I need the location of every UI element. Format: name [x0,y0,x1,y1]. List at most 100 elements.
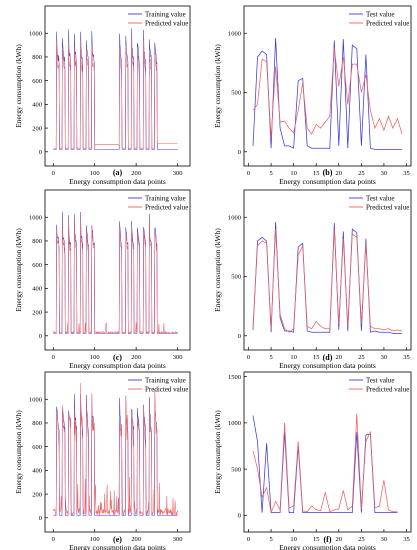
plot-frame [44,189,191,351]
chart-panel-1: 0 5 10 15 20 25 30 35 0 500 1000 Energy consumption… [213,5,412,186]
x-axis-label: Energy consumption data points [279,361,376,370]
legend-label: Predicted value [145,19,188,27]
x-tick-label: 20 [336,170,343,177]
x-tick-label: 20 [336,354,343,361]
y-tick-label: 1000 [228,214,241,221]
y-tick-label: 0 [39,515,42,522]
x-axis-label: Energy consumption data points [69,177,166,186]
y-axis-label: Energy consumption (kWh) [14,410,23,494]
legend-label: Predicted value [145,203,188,211]
x-tick-label: 0 [247,354,250,361]
y-tick-label: 400 [32,102,42,109]
y-axis-label: Energy consumption (kWh) [213,228,222,312]
y-tick-label: 500 [231,466,241,473]
series-line-predicted [53,38,178,149]
legend-label: Test value [366,10,394,18]
series-line-predicted [252,47,403,138]
x-tick-label: 35 [403,354,410,361]
y-tick-label: 0 [238,149,241,156]
y-tick-label: 800 [32,420,42,427]
legend-label: Test value [366,376,394,384]
legend-label: Training value [145,10,186,18]
y-tick-label: 0 [238,333,241,340]
y-tick-label: 0 [39,333,42,340]
legend-label: Training value [145,194,186,202]
legend-label: Predicted value [366,385,409,393]
x-axis-label: Energy consumption data points [69,543,166,550]
x-axis-label: Energy consumption data points [69,361,166,370]
y-tick-label: 600 [32,262,42,269]
plot-frame [243,5,412,167]
plot-frame [44,5,191,167]
x-tick-label: 30 [381,170,388,177]
x-tick-label: 20 [336,536,343,543]
x-tick-label: 5 [269,354,272,361]
plot-frame [44,371,191,533]
x-tick-label: 300 [173,170,183,177]
x-tick-label: 100 [90,170,100,177]
x-tick-label: 0 [247,536,250,543]
series-line-predicted [53,383,178,517]
legend-label: Predicted value [366,203,409,211]
x-tick-label: 200 [131,170,141,177]
panel-label: (e) [113,535,122,544]
x-tick-label: 0 [52,536,55,543]
x-tick-label: 15 [313,354,320,361]
y-tick-label: 1000 [29,396,42,403]
x-tick-label: 100 [90,354,100,361]
y-axis-label: Energy consumption (kWh) [14,228,23,312]
legend-label: Test value [366,194,394,202]
y-tick-label: 200 [32,491,42,498]
legend-label: Predicted value [366,19,409,27]
x-tick-label: 300 [173,354,183,361]
x-tick-label: 25 [358,536,365,543]
x-tick-label: 10 [290,536,297,543]
plot-frame [243,189,412,351]
x-tick-label: 200 [131,354,141,361]
y-tick-label: 400 [32,468,42,475]
plot-frame [243,371,412,533]
panel-label: (c) [113,353,122,362]
y-tick-label: 400 [32,286,42,293]
y-tick-label: 600 [32,78,42,85]
y-axis-label: Energy consumption (kWh) [213,44,222,128]
series-line-predicted [53,217,178,335]
x-tick-label: 30 [381,536,388,543]
x-axis-label: Energy consumption data points [279,177,376,186]
y-tick-label: 200 [32,309,42,316]
y-axis-label: Energy consumption (kWh) [14,44,23,128]
legend-label: Predicted value [145,385,188,393]
y-tick-label: 500 [231,274,241,281]
x-tick-label: 0 [52,170,55,177]
panel-label: (b) [323,168,333,177]
legend-label: Training value [145,376,186,384]
x-tick-label: 30 [381,354,388,361]
y-tick-label: 1000 [228,30,241,37]
y-tick-label: 1500 [228,374,241,381]
x-axis-label: Energy consumption data points [279,543,376,550]
y-tick-label: 0 [39,149,42,156]
y-tick-label: 500 [231,90,241,97]
x-tick-label: 35 [403,536,410,543]
x-tick-label: 10 [290,170,297,177]
x-tick-label: 0 [247,170,250,177]
x-tick-label: 5 [269,170,272,177]
series-line-actual [53,28,178,150]
panel-label: (d) [323,353,333,362]
chart-panel-3: 0 5 10 15 20 25 30 35 0 500 1000 Energy consumption… [213,189,412,370]
y-tick-label: 200 [32,125,42,132]
y-tick-label: 600 [32,444,42,451]
panel-label: (a) [113,168,123,177]
x-tick-label: 35 [403,170,410,177]
x-tick-label: 10 [290,354,297,361]
x-tick-label: 25 [358,354,365,361]
x-tick-label: 15 [313,170,320,177]
x-tick-label: 25 [358,170,365,177]
y-axis-label: Energy consumption (kWh) [213,410,222,494]
x-tick-label: 100 [90,536,100,543]
chart-panel-2: 0 100 200 300 0 200 400 600 800 1000 Energy consum… [14,189,191,370]
y-tick-label: 800 [32,238,42,245]
series-line-predicted [252,413,398,514]
